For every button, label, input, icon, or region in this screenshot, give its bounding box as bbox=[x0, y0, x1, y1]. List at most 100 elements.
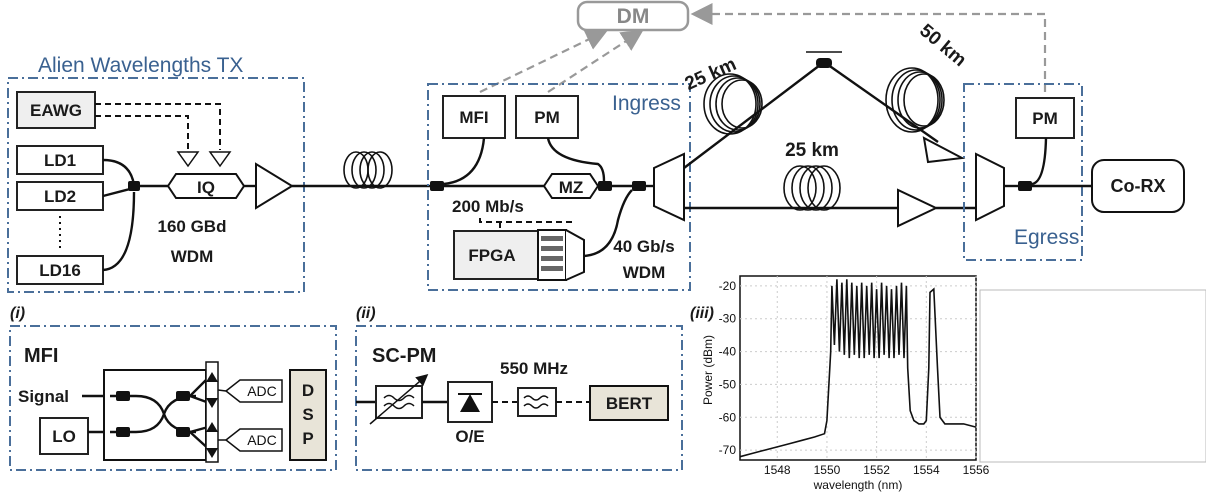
panel-iii-tag: (iii) bbox=[690, 305, 714, 322]
egress-frame bbox=[963, 83, 1083, 261]
egress-pm-tap bbox=[1031, 137, 1048, 186]
coupler-i-1 bbox=[116, 391, 130, 401]
network-node bbox=[816, 58, 832, 68]
hybrid-box bbox=[103, 369, 207, 461]
mfi-tap bbox=[443, 137, 486, 186]
rate-40: 40 Gb/s bbox=[613, 237, 674, 256]
pm-ingress-box bbox=[515, 95, 579, 139]
chart-xtick-2: 1552 bbox=[863, 463, 890, 477]
adc-1-label: ADC bbox=[247, 383, 277, 399]
tx-title: Alien Wavelengths TX bbox=[38, 54, 243, 77]
fpga-link-dashed bbox=[479, 218, 573, 230]
tx-wdm: WDM bbox=[171, 247, 213, 266]
dsp-letter-s: S bbox=[302, 405, 313, 424]
chart-ytick-1: -30 bbox=[719, 312, 737, 326]
panel-ii-title: SC-PM bbox=[372, 345, 436, 367]
mfi-box bbox=[442, 95, 506, 139]
spectrum-line bbox=[739, 279, 977, 458]
chart-xtick-4: 1556 bbox=[963, 463, 990, 477]
coupler-i-3 bbox=[176, 391, 190, 401]
tx-edfa bbox=[255, 162, 294, 210]
adc-2-box bbox=[224, 428, 283, 452]
photodiode-icons bbox=[206, 372, 218, 458]
lo-label: LO bbox=[52, 427, 76, 446]
fiber-spool-tx bbox=[343, 151, 393, 189]
oe-label: O/E bbox=[455, 427, 484, 446]
panel-i-frame bbox=[9, 325, 337, 471]
ld16-label: LD16 bbox=[39, 261, 81, 280]
corx-box bbox=[1091, 159, 1185, 213]
fpga-box bbox=[453, 230, 539, 280]
mfi-to-dm-arrow bbox=[479, 29, 608, 93]
wdm-40: WDM bbox=[623, 263, 665, 282]
chart-xtick-3: 1554 bbox=[913, 463, 940, 477]
fpga-label: FPGA bbox=[468, 246, 515, 265]
dsp-letter-d: D bbox=[302, 381, 314, 400]
pd-column bbox=[205, 361, 219, 463]
ld2-label: LD2 bbox=[44, 187, 76, 206]
egress-demux bbox=[975, 152, 1005, 222]
panel-ii-frame bbox=[355, 325, 683, 471]
panel-ii-tag: (ii) bbox=[356, 305, 376, 322]
pm-to-dm-arrow bbox=[547, 29, 644, 93]
fiber-spool-25-top bbox=[703, 73, 763, 135]
lpf-box bbox=[517, 387, 557, 417]
chart-xlabel: wavelength (nm) bbox=[813, 478, 903, 492]
fiber-spool-25-bottom bbox=[783, 165, 841, 211]
dsp-letter-p: P bbox=[302, 429, 313, 448]
sfp-module bbox=[537, 229, 585, 281]
bert-label: BERT bbox=[606, 394, 653, 413]
photodiode-icon bbox=[460, 394, 480, 412]
coupler-ingress-1 bbox=[430, 181, 444, 191]
edfa-top bbox=[922, 136, 966, 164]
coupler-ingress-2 bbox=[598, 181, 612, 191]
chart-ytick-2: -40 bbox=[719, 345, 737, 359]
egress-pm-to-dm-arrow bbox=[690, 3, 1047, 92]
coupler-egress bbox=[1018, 181, 1032, 191]
signal-label: Signal bbox=[18, 387, 69, 406]
chart-ticks: -20 -30 -40 -50 -60 -70 1548 1550 1552 1554 1556 bbox=[719, 279, 990, 477]
chart-ytick-4: -60 bbox=[719, 410, 737, 424]
panel-i-tag: (i) bbox=[10, 305, 25, 322]
chart-ytick-3: -50 bbox=[719, 377, 737, 391]
pm-ingress-label: PM bbox=[534, 108, 560, 127]
dm-label: DM bbox=[617, 5, 650, 28]
dsp-box bbox=[289, 369, 327, 461]
adc-2-label: ADC bbox=[247, 432, 277, 448]
ld2-box bbox=[16, 181, 104, 211]
ld1-label: LD1 bbox=[44, 151, 76, 170]
fiber-50-label: 50 km bbox=[915, 20, 970, 71]
pm-egress-label: PM bbox=[1032, 109, 1058, 128]
ingress-frame bbox=[427, 83, 691, 291]
mfi-label: MFI bbox=[459, 108, 488, 127]
panel-ii-bw: 550 MHz bbox=[500, 359, 568, 378]
iq-label: IQ bbox=[197, 178, 215, 197]
mz-label: MZ bbox=[559, 178, 584, 197]
ld-combiner-fibers bbox=[102, 158, 136, 272]
chart-ytick-0: -20 bbox=[719, 279, 737, 293]
eawg-label: EAWG bbox=[30, 101, 82, 120]
chart-ytick-5: -70 bbox=[719, 443, 737, 457]
eawg-box bbox=[16, 91, 96, 129]
sfp-fiber bbox=[583, 189, 633, 258]
chart-blank-panel bbox=[979, 289, 1206, 463]
fiber-spool-50 bbox=[885, 67, 945, 133]
rf-amp-1 bbox=[176, 151, 200, 168]
egress-title: Egress bbox=[1014, 226, 1079, 249]
lo-box bbox=[39, 417, 89, 455]
chart-xtick-1: 1550 bbox=[814, 463, 841, 477]
tunable-arrow bbox=[369, 374, 429, 425]
dm-block: DM bbox=[576, 0, 690, 32]
filter-icon bbox=[383, 394, 415, 410]
tx-rate: 160 GBd bbox=[158, 217, 227, 236]
lpf-icon bbox=[523, 395, 549, 409]
rf-amp-2 bbox=[208, 151, 232, 168]
fiber-25-bottom-label: 25 km bbox=[785, 140, 839, 161]
coupler-ingress-3 bbox=[632, 181, 646, 191]
pd-adc-1 bbox=[217, 389, 227, 392]
edfa-bottom bbox=[897, 188, 939, 228]
coupler-tx bbox=[128, 181, 140, 191]
ingress-title: Ingress bbox=[612, 92, 681, 115]
